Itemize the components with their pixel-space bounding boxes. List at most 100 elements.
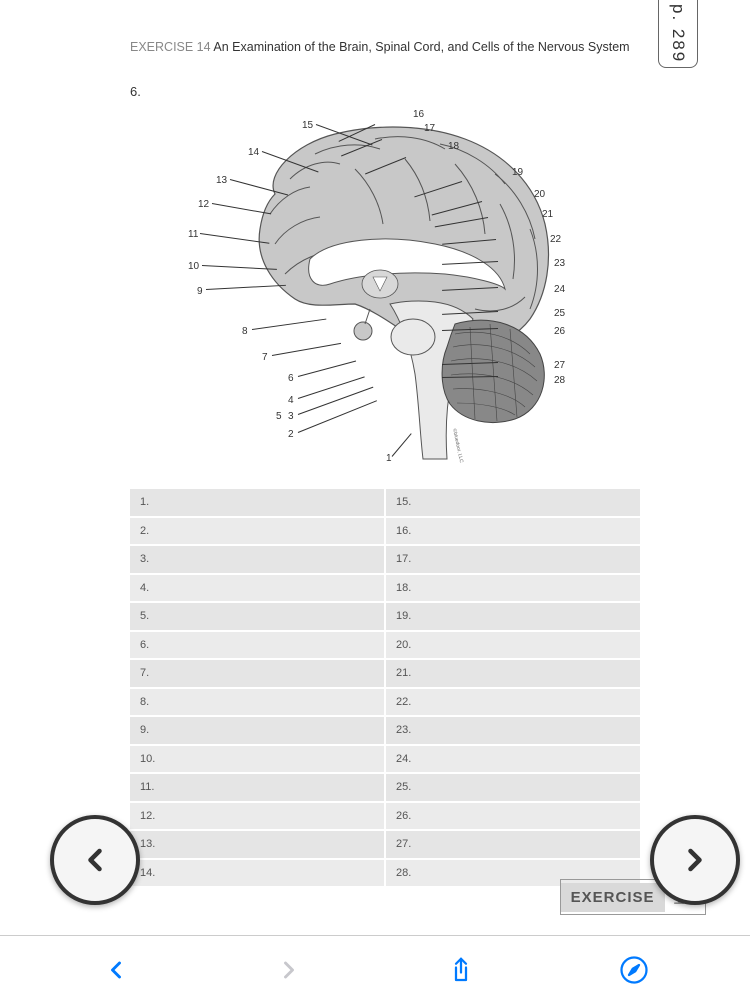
answer-row: 25. [386,774,640,801]
answer-row: 1. [130,489,384,516]
label-leader-line [432,201,482,215]
answer-row: 18. [386,575,640,602]
page-tab: p. 289 [658,0,698,68]
answer-row: 5. [130,603,384,630]
compass-icon [619,955,649,985]
diagram-label: 21 [542,209,553,220]
answer-row: 10. [130,746,384,773]
diagram-label: 8 [242,326,248,337]
page-content: EXERCISE 14 An Examination of the Brain,… [0,0,750,935]
answer-row: 15. [386,489,640,516]
label-leader-line [392,433,412,457]
diagram-label: 11 [188,229,198,240]
diagram-label: 20 [534,189,545,200]
prev-page-button[interactable] [50,815,140,905]
answer-row: 21. [386,660,640,687]
answer-row: 2. [130,518,384,545]
exercise-prefix: EXERCISE 14 [130,40,211,54]
label-leader-line [435,217,488,227]
diagram-label: 28 [554,375,565,386]
chevron-left-icon [77,842,113,878]
answer-row: 16. [386,518,640,545]
answer-row: 11. [130,774,384,801]
answer-row: 19. [386,603,640,630]
answer-column-left: 1.2.3.4.5.6.7.8.9.10.11.12.13.14. [130,489,384,888]
label-leader-line [316,124,373,145]
label-leader-line [365,157,406,174]
label-leader-line [442,311,498,315]
compass-button[interactable] [609,945,659,995]
label-leader-line [252,319,326,330]
diagram-label: 2 [288,429,294,440]
chevron-left-icon [102,956,130,984]
share-icon [446,955,476,985]
diagram-label: 12 [198,199,209,210]
forward-button[interactable] [264,945,314,995]
chevron-right-icon [275,956,303,984]
answer-row: 27. [386,831,640,858]
label-leader-line [262,151,319,172]
label-leader-line [442,261,498,265]
diagram-label: 17 [424,123,435,134]
answer-row: 17. [386,546,640,573]
label-leader-line [298,360,356,376]
answer-row: 13. [130,831,384,858]
label-leader-line [206,285,286,290]
brain-diagram: ©bluedoor, LLC 1514131211109876453211617… [130,109,640,469]
answer-row: 23. [386,717,640,744]
label-leader-line [442,362,498,365]
question-number: 6. [130,84,640,99]
share-button[interactable] [436,945,486,995]
diagram-label: 26 [554,326,565,337]
answer-row: 6. [130,632,384,659]
label-leader-line [298,387,374,415]
label-leader-line [442,376,498,378]
diagram-label: 13 [216,175,227,186]
diagram-label: 9 [197,286,203,297]
bottom-toolbar [0,935,750,1003]
answer-row: 12. [130,803,384,830]
diagram-label: 14 [248,147,259,158]
label-leader-line [200,233,269,244]
answer-row: 7. [130,660,384,687]
answer-column-right: 15.16.17.18.19.20.21.22.23.24.25.26.27.2… [386,489,640,888]
label-leader-line [272,343,341,356]
label-leader-line [442,287,498,291]
exercise-header: EXERCISE 14 An Examination of the Brain,… [130,40,640,54]
chevron-right-icon [677,842,713,878]
answer-row: 14. [130,860,384,887]
answer-row: 22. [386,689,640,716]
diagram-label: 10 [188,261,199,272]
diagram-label: 23 [554,258,565,269]
answer-row: 24. [386,746,640,773]
answer-table: 1.2.3.4.5.6.7.8.9.10.11.12.13.14. 15.16.… [130,489,640,888]
answer-row: 4. [130,575,384,602]
label-leader-line [298,376,365,399]
label-leader-line [442,239,496,245]
label-leader-line [230,179,288,195]
diagram-label: 22 [550,234,561,245]
diagram-label: 27 [554,360,565,371]
diagram-label: 4 [288,395,294,406]
answer-row: 8. [130,689,384,716]
page-number: p. 289 [668,4,688,63]
back-button[interactable] [91,945,141,995]
answer-row: 9. [130,717,384,744]
diagram-label: 7 [262,352,268,363]
diagram-label: 1 [386,453,392,464]
labels-container: 1514131211109876453211617181920212223242… [130,109,640,469]
label-leader-line [202,265,277,270]
diagram-label: 16 [413,109,424,120]
next-page-button[interactable] [650,815,740,905]
diagram-label: 25 [554,308,565,319]
answer-row: 20. [386,632,640,659]
answer-row: 26. [386,803,640,830]
diagram-label: 3 [288,411,294,422]
diagram-label: 6 [288,373,294,384]
exercise-title: An Examination of the Brain, Spinal Cord… [213,40,629,54]
label-leader-line [298,400,377,433]
diagram-label: 24 [554,284,565,295]
label-leader-line [442,328,498,331]
diagram-label: 5 [276,411,282,422]
diagram-label: 19 [512,167,523,178]
